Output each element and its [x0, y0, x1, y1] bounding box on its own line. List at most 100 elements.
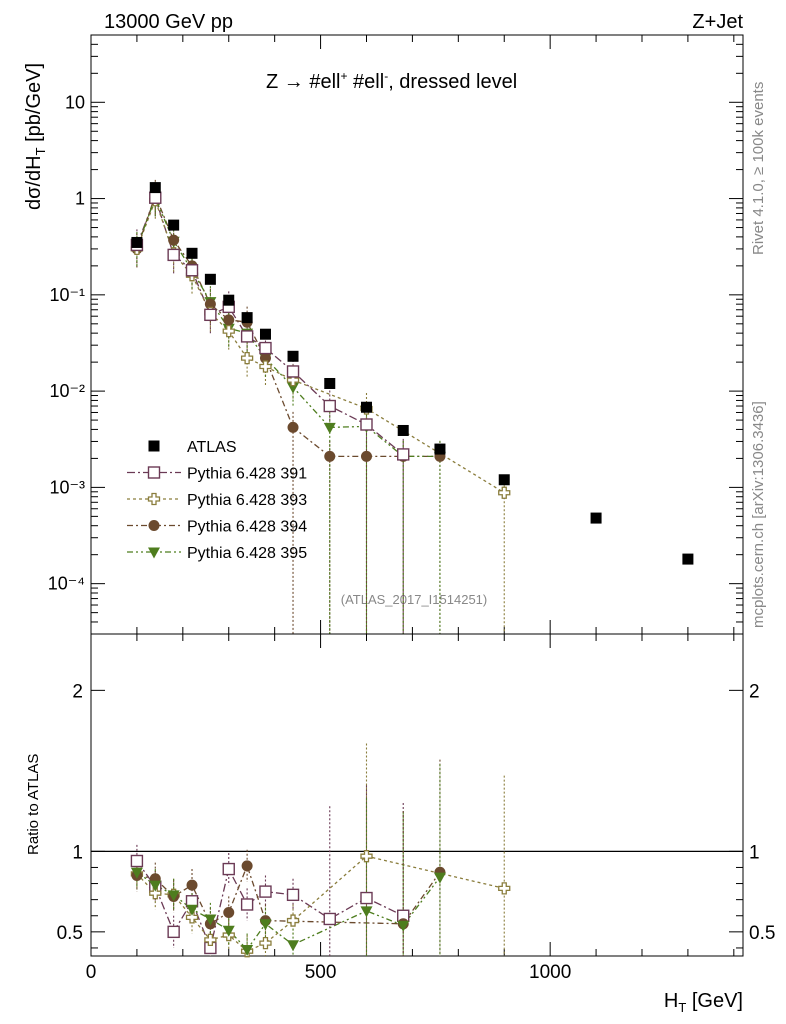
- data-point: [204, 298, 216, 310]
- main-data: [130, 179, 694, 634]
- data-point: [222, 324, 235, 338]
- legend-label: Pythia 6.428 393: [187, 492, 307, 509]
- data-point: [223, 314, 235, 326]
- y-tick-label: 0.5: [57, 923, 83, 944]
- data-point: [131, 236, 143, 248]
- data-point: [498, 474, 510, 486]
- data-point: [240, 898, 254, 911]
- data-point: [186, 879, 198, 891]
- data-point: [259, 360, 272, 373]
- title-sup1: +: [340, 69, 347, 83]
- data-point: [259, 885, 272, 898]
- data-point: [259, 328, 271, 340]
- data-point: [360, 418, 373, 431]
- data-point: [324, 450, 336, 462]
- y-tick-label-right: 2: [749, 681, 760, 702]
- data-point: [590, 512, 602, 524]
- data-point: [149, 880, 162, 892]
- data-point: [360, 450, 372, 462]
- data-point: [223, 294, 235, 306]
- y-tick-label: 2: [72, 681, 83, 702]
- data-point: [186, 904, 199, 916]
- rivet-label: Rivet 4.1.0, ≥ 100k events: [750, 82, 767, 255]
- data-point: [167, 890, 180, 902]
- xlabel-sub: T: [678, 1000, 686, 1015]
- data-point: [186, 247, 198, 259]
- series-line: [136, 863, 441, 925]
- y-tick-label: 1: [72, 842, 83, 863]
- data-point: [204, 273, 216, 285]
- ratio-plot-frame: [90, 633, 744, 957]
- data-point: [204, 933, 217, 947]
- title-mid: #ell: [347, 71, 384, 93]
- y-tick-label: 10⁻⁴: [48, 574, 85, 594]
- legend: ATLAS Pythia 6.428 391 Pythia 6.428 393 Pyt…: [127, 439, 307, 562]
- data-point: [204, 914, 217, 926]
- watermark: (ATLAS_2017_I1514251): [341, 592, 487, 607]
- legend-label: Pythia 6.428 394: [187, 519, 307, 536]
- data-point: [286, 365, 300, 378]
- data-point: [323, 912, 336, 926]
- y-tick-label: 10⁻³: [49, 477, 85, 497]
- xlabel-main: H: [664, 990, 678, 1012]
- data-point: [287, 350, 299, 362]
- legend-marker: [148, 547, 160, 559]
- ylabel-main: dσ/dH: [23, 155, 45, 210]
- data-point: [286, 888, 300, 902]
- data-point: [397, 920, 410, 932]
- data-point: [323, 422, 336, 434]
- data-point: [168, 219, 180, 231]
- main-panel: 10 1 10⁻¹ 10⁻² 10⁻³ 10⁻⁴ Z → #ell+ #ell-, dre…: [23, 34, 744, 635]
- data-point: [241, 312, 253, 324]
- ylabel-sub: T: [33, 147, 48, 155]
- header-left: 13000 GeV pp: [104, 11, 233, 33]
- data-point: [434, 443, 446, 455]
- ratio-ticks: 0.5 0.5 1 1 2 2 0 500 1000: [57, 634, 775, 983]
- legend-label: ATLAS: [187, 439, 237, 456]
- data-point: [259, 936, 272, 950]
- data-point: [286, 914, 300, 927]
- xlabel-tail: [GeV]: [686, 990, 743, 1012]
- legend-label: Pythia 6.428 395: [187, 545, 307, 562]
- data-point: [324, 377, 336, 389]
- data-point: [185, 911, 199, 924]
- data-point: [287, 940, 300, 952]
- data-point: [222, 925, 235, 937]
- legend-marker: [147, 492, 161, 506]
- data-point: [167, 248, 180, 262]
- x-tick-label: 0: [86, 962, 97, 983]
- main-ticks: 10 1 10⁻¹ 10⁻² 10⁻³ 10⁻⁴: [48, 34, 743, 635]
- data-point: [185, 264, 199, 277]
- data-point: [397, 424, 409, 436]
- data-point: [259, 341, 272, 355]
- title-tail: , dressed level: [388, 71, 517, 93]
- data-point: [223, 907, 235, 919]
- title-sup2: -: [384, 69, 388, 83]
- data-point: [360, 906, 373, 918]
- data-point: [287, 382, 300, 394]
- data-point: [259, 919, 272, 931]
- x-tick-label: 500: [305, 962, 337, 983]
- data-point: [323, 399, 336, 413]
- ratio-data: [130, 743, 511, 958]
- data-point: [498, 486, 511, 499]
- data-point: [682, 553, 694, 565]
- data-point: [149, 887, 162, 900]
- title-main: Z → #ell: [266, 71, 340, 93]
- data-point: [167, 925, 180, 939]
- data-point: [498, 882, 511, 895]
- data-point: [149, 182, 161, 194]
- data-point: [240, 351, 254, 365]
- main-title: Z → #ell+ #ell-, dressed level: [266, 69, 517, 93]
- data-point: [286, 373, 300, 387]
- data-point: [241, 945, 254, 957]
- data-point: [241, 860, 253, 872]
- ylabel-tail: [pb/GeV]: [23, 63, 45, 148]
- data-point: [287, 421, 299, 433]
- legend-marker: [147, 466, 161, 479]
- data-point: [222, 862, 235, 876]
- mcplots-label: mcplots.cern.ch [arXiv:1306.3436]: [750, 401, 767, 628]
- series-line: [136, 193, 440, 458]
- data-point: [204, 308, 217, 322]
